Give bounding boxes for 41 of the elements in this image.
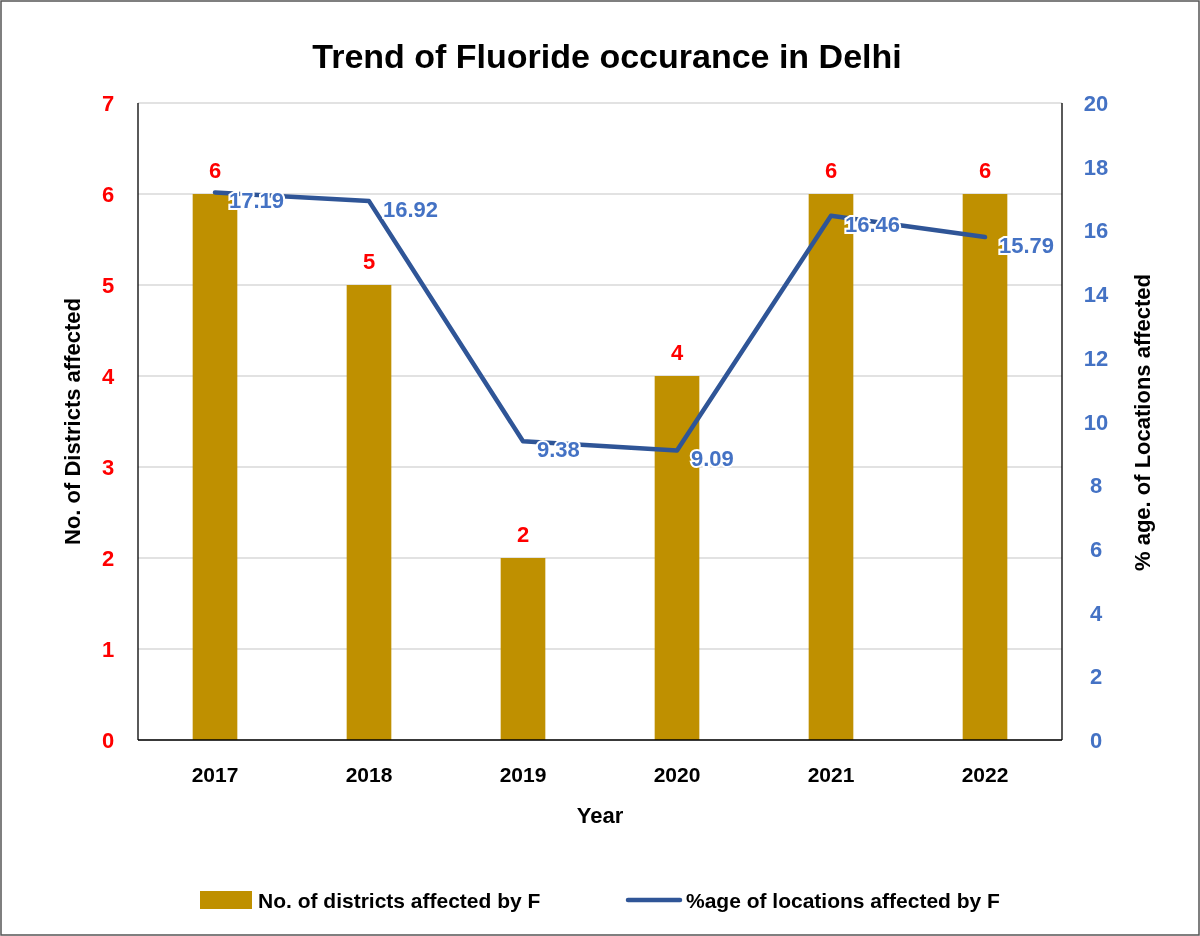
x-tick-label: 2019 [499,763,547,786]
data-label: 16.92 [383,197,439,223]
data-label: 6 [978,158,992,183]
data-label: 6 [824,158,838,183]
data-label: 6 [208,158,222,183]
y2-tick-label: 0 [1089,728,1103,753]
data-label: 4 [670,340,684,365]
y2-tick-label: 2 [1089,664,1103,690]
y-tick-label: 3 [101,455,115,480]
y-tick-label: 5 [101,273,115,298]
y-tick-label: 1 [101,637,115,662]
x-tick-label: 2022 [961,763,1009,786]
y-tick-label: 7 [101,91,115,116]
y-tick-label: 6 [101,182,115,207]
y2-tick-label: 10 [1083,409,1109,435]
data-label: 2 [516,522,530,547]
y-tick-label: 0 [101,728,115,753]
x-tick-label: 2021 [807,763,855,786]
y2-axis-title: % age. of Locations affected [1130,273,1155,572]
y-tick-label: 4 [101,364,115,389]
y2-tick-label: 18 [1083,154,1109,180]
y2-tick-label: 12 [1083,345,1109,371]
x-axis-title: Year [576,803,624,828]
y2-tick-label: 20 [1083,91,1109,116]
data-label: 5 [362,249,376,274]
y2-tick-label: 8 [1089,473,1103,499]
y2-tick-label: 16 [1083,218,1109,244]
x-tick-label: 2020 [653,763,701,786]
y-axis-title: No. of Districts affected [60,298,85,545]
y2-tick-label: 14 [1083,282,1109,308]
data-label: 9.38 [537,437,580,463]
legend-label: %age of locations affected by F [686,889,1001,912]
y-tick-label: 2 [101,546,115,571]
bar [346,285,392,740]
y2-tick-label: 4 [1089,600,1103,626]
x-tick-label: 2017 [191,763,239,786]
bar [500,558,546,740]
chart-title: Trend of Fluoride occurance in Delhi [312,37,902,75]
x-tick-label: 2018 [345,763,393,786]
legend-label: No. of districts affected by F [258,889,541,912]
y2-tick-label: 6 [1089,536,1103,562]
